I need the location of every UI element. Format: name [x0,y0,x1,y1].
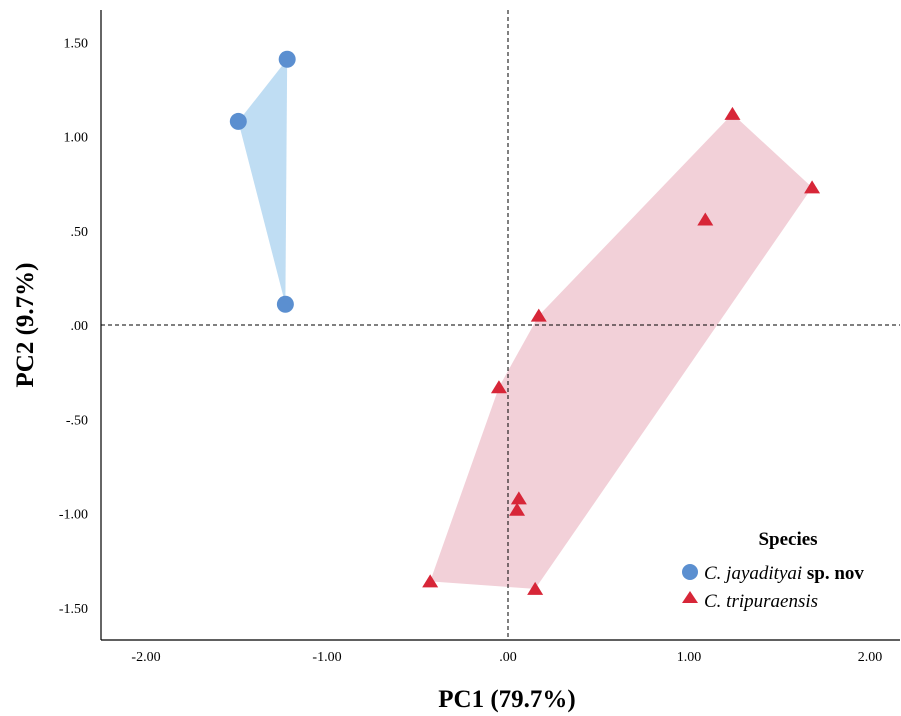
legend-label-tripuraensis-italic: C. tripuraensis [704,591,818,612]
y-axis-title: PC2 (9.7%) [12,263,39,388]
y-tick-label: 1.00 [64,131,89,146]
x-axis-ticks: -2.00 -1.00 .00 1.00 2.00 [131,650,882,665]
data-point-triangle [530,308,547,322]
data-point-triangle [697,212,714,226]
data-point-circle [276,295,294,313]
data-points [229,50,821,595]
y-tick-label: .00 [71,319,89,334]
data-point-circle [278,50,296,68]
legend-marker-triangle [682,591,698,603]
y-tick-label: -1.50 [59,602,88,617]
x-tick-label: .00 [499,650,517,665]
y-tick-label: 1.50 [64,36,89,51]
legend: Species C. jayadityai sp. nov C. tripura… [682,529,864,612]
data-point-triangle [527,581,544,595]
x-axis-title: PC1 (79.7%) [438,686,575,713]
x-tick-label: 2.00 [858,650,883,665]
legend-title: Species [758,529,817,550]
data-point-triangle [509,502,526,516]
x-tick-label: 1.00 [677,650,702,665]
legend-label-jayadityai-italic: C. jayadityai [704,563,802,584]
axes [100,10,900,641]
hull-series-0 [238,59,288,305]
legend-label-jayadityai: C. jayadityai sp. nov [704,563,864,584]
x-tick-label: -1.00 [312,650,341,665]
legend-marker-circle [682,564,698,580]
x-tick-label: -2.00 [131,650,160,665]
y-axis-ticks: 1.50 1.00 .50 .00 -.50 -1.00 -1.50 [59,36,88,617]
data-point-triangle [510,491,527,505]
reference-lines [101,10,900,640]
y-tick-label: .50 [71,225,89,240]
legend-label-jayadityai-bold: sp. nov [802,563,864,584]
data-point-circle [229,112,247,130]
data-point-triangle [724,106,741,120]
y-tick-label: -.50 [66,413,88,428]
hull-series-1 [430,113,813,589]
data-point-triangle [804,180,821,194]
legend-label-tripuraensis: C. tripuraensis [704,591,818,612]
data-point-triangle [422,574,439,588]
y-tick-label: -1.00 [59,508,88,523]
convex-hulls [238,59,813,589]
data-point-triangle [490,380,507,394]
